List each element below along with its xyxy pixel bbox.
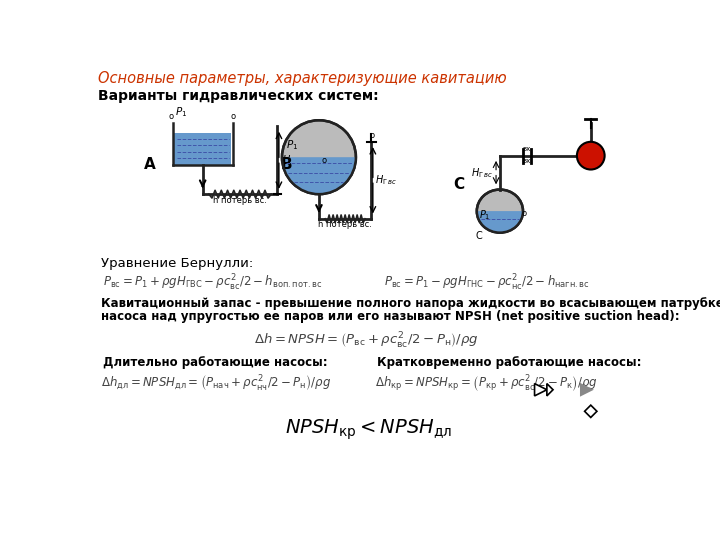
Ellipse shape [477,190,523,233]
Text: $H_{\Gamma\,вс}$: $H_{\Gamma\,вс}$ [375,173,397,187]
Text: o: o [369,131,374,140]
Text: o: o [230,112,235,121]
Text: $H_{\Gamma\,вс}$: $H_{\Gamma\,вс}$ [471,166,492,179]
Text: $\Delta h_{\rm дл}=NPSH_{\rm дл}=\left(P_{\rm нач}+\rho c^2_{\rm нч}/2-P_{\rm н}: $\Delta h_{\rm дл}=NPSH_{\rm дл}=\left(P… [101,373,331,393]
Text: B: B [281,157,292,172]
Polygon shape [282,157,356,194]
Text: $H_{\Gamma\,вс}$: $H_{\Gamma\,вс}$ [282,153,304,167]
Text: насоса над упругостью ее паров или его называют NPSH (net positive suction head): насоса над упругостью ее паров или его н… [101,309,680,323]
Text: o: o [521,209,526,218]
Text: Кратковременно работающие насосы:: Кратковременно работающие насосы: [377,356,642,369]
Text: $\Delta h = NPSH = \left(P_{\rm вс}+\rho c^2_{\rm вс}/2-P_{\rm н}\right)/\rho g$: $\Delta h = NPSH = \left(P_{\rm вс}+\rho… [253,330,478,350]
Circle shape [577,142,605,170]
Text: Основные параметры, характеризующие кавитацию: Основные параметры, характеризующие кави… [98,71,507,86]
Text: o: o [168,112,174,121]
Text: $P_1$: $P_1$ [175,106,187,119]
Text: C: C [454,177,465,192]
Text: Длительно работающие насосы:: Длительно работающие насосы: [104,356,328,369]
Text: Кавитационный запас - превышение полного напора жидкости во всасывающем патрубке: Кавитационный запас - превышение полного… [101,298,720,310]
Text: h потерь вс.: h потерь вс. [213,195,267,205]
Polygon shape [547,383,553,396]
Text: A: A [144,157,156,172]
Text: $\Delta h_{\rm кр}=NPSH_{\rm кр}=\left(P_{\rm кр}+\rho c^2_{\rm вс}/2-P_{\rm к}\: $\Delta h_{\rm кр}=NPSH_{\rm кр}=\left(P… [375,373,598,394]
Text: Уравнение Бернулли:: Уравнение Бернулли: [101,257,253,271]
Text: h потерь вс.: h потерь вс. [318,220,372,230]
Circle shape [282,120,356,194]
Text: вх: вх [523,146,531,152]
Text: вх: вх [523,158,531,164]
Text: $NPSH_{\rm кр}<NPSH_{\rm дл}$: $NPSH_{\rm кр}<NPSH_{\rm дл}$ [285,417,453,442]
Polygon shape [585,405,597,417]
Text: C: C [475,231,482,241]
Text: $P_1$: $P_1$ [479,208,490,222]
Polygon shape [477,211,523,233]
Text: $P_{\rm вс}=P_1-\rho g H_{\rm \Gamma HC}-\rho c^2_{\rm нс}/2-h_{\rm нагн.вс}$: $P_{\rm вс}=P_1-\rho g H_{\rm \Gamma HC}… [384,273,590,293]
Text: o: o [321,156,326,165]
Polygon shape [534,383,547,396]
Text: Варианты гидравлических систем:: Варианты гидравлических систем: [98,90,379,104]
Polygon shape [580,383,594,397]
Text: $P_1$: $P_1$ [286,138,298,152]
Text: $P_{\rm вс}=P_1+\rho g H_{\rm \Gamma BC}-\rho c^2_{\rm вс}/2-h_{\rm воп.пот.вс}$: $P_{\rm вс}=P_1+\rho g H_{\rm \Gamma BC}… [104,273,323,293]
Polygon shape [174,132,231,165]
